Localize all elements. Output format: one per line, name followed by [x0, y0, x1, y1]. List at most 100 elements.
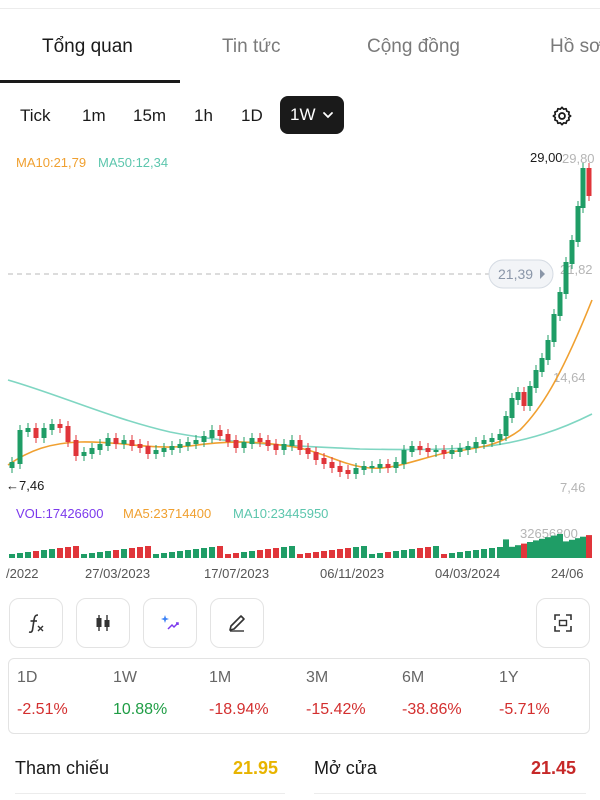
volume-bar — [25, 552, 31, 558]
period-1h[interactable]: 1h — [194, 106, 213, 125]
draw-button[interactable] — [210, 598, 264, 648]
volume-bar — [97, 552, 103, 558]
volume-bar — [137, 547, 143, 558]
volume-bar — [563, 541, 569, 558]
candle-body — [503, 416, 509, 436]
x-tick-4: 04/03/2024 — [435, 566, 500, 581]
volume-bar — [105, 551, 111, 558]
candle-body — [580, 168, 586, 208]
volume-bar — [73, 546, 79, 558]
candle-body — [337, 466, 343, 472]
x-tick-1: 27/03/2023 — [85, 566, 150, 581]
volume-bar — [241, 552, 247, 558]
volume-bar — [297, 554, 303, 558]
candle-body — [409, 446, 415, 452]
perf-3m: 3M -15.42% — [306, 669, 366, 719]
y-tick-top: 29,80 — [562, 151, 595, 166]
candle-body — [249, 438, 255, 444]
candle-body — [329, 462, 335, 468]
candle-body — [169, 446, 175, 450]
volume-bar — [509, 546, 515, 558]
period-selector: Tick 1m 15m 1h 1D 1W — [0, 96, 600, 136]
perf-label: 3M — [306, 669, 329, 686]
period-1w-label: 1W — [290, 105, 316, 124]
candle-body — [551, 314, 557, 342]
perf-label: 1M — [209, 669, 232, 686]
chart-toolbar — [0, 598, 600, 650]
price-chart[interactable]: MA10:21,79 MA50:12,34 29,80 29,00 21,82 … — [0, 140, 600, 585]
candle-body — [393, 462, 399, 468]
info-divider — [314, 793, 586, 794]
perf-label: 6M — [402, 669, 425, 686]
volume-bar — [185, 550, 191, 558]
period-1m[interactable]: 1m — [82, 106, 106, 125]
volume-bar — [313, 552, 319, 558]
volume-bar — [457, 552, 463, 558]
period-1w-dropdown[interactable]: 1W — [280, 96, 344, 134]
volume-bar — [465, 551, 471, 558]
x-tick-3: 06/11/2023 — [320, 566, 384, 581]
candle-body — [569, 240, 575, 264]
fullscreen-icon — [554, 614, 572, 632]
perf-value: -18.94% — [209, 701, 269, 718]
candle-body — [433, 450, 439, 452]
candle-body — [105, 438, 111, 446]
fullscreen-button[interactable] — [536, 598, 590, 648]
perf-label: 1Y — [499, 669, 519, 686]
volume-bar — [225, 554, 231, 558]
chevron-down-icon — [322, 112, 333, 119]
perf-value: -2.51% — [17, 701, 68, 718]
fx-icon — [28, 614, 44, 633]
tab-community[interactable]: Cộng đồng — [367, 36, 460, 57]
candle-body — [533, 370, 539, 388]
vol-ma5-legend: MA5:23714400 — [123, 506, 211, 521]
perf-1y: 1Y -5.71% — [499, 669, 550, 719]
candle-body — [473, 442, 479, 448]
volume-bar — [345, 548, 351, 558]
candle-body — [273, 444, 279, 450]
candle-body — [539, 358, 545, 372]
candle-body — [89, 448, 95, 454]
volume-bar — [249, 551, 255, 558]
volume-bar — [305, 553, 311, 558]
reference-price-label: Tham chiếu — [15, 758, 110, 778]
candle-body — [457, 448, 463, 452]
tab-profile[interactable]: Hồ sơ — [550, 36, 600, 57]
volume-bar — [57, 548, 63, 558]
candle-body — [217, 430, 223, 436]
gear-icon[interactable] — [551, 105, 573, 127]
ai-draw-button[interactable] — [143, 598, 197, 648]
volume-bar — [393, 551, 399, 558]
candle-body — [353, 468, 359, 474]
volume-bar — [273, 548, 279, 558]
candle-body — [33, 428, 39, 438]
candle-body — [305, 448, 311, 454]
volume-bar — [575, 538, 581, 558]
candle-body — [321, 458, 327, 464]
perf-label: 1D — [17, 669, 38, 686]
volume-bar — [586, 535, 592, 558]
indicator-button[interactable] — [9, 598, 63, 648]
chart-type-button[interactable] — [76, 598, 130, 648]
period-15m[interactable]: 15m — [133, 106, 167, 125]
active-tab-indicator — [0, 80, 180, 83]
candle-body — [297, 440, 303, 450]
tab-news[interactable]: Tin tức — [222, 36, 281, 57]
volume-bar — [481, 549, 487, 558]
volume-bar — [503, 539, 509, 558]
top-divider — [0, 8, 600, 9]
candle-body — [361, 466, 367, 470]
candle-body — [225, 434, 231, 442]
period-1d[interactable]: 1D — [241, 106, 263, 125]
volume-bar — [569, 539, 575, 558]
x-tick-0: /2022 — [6, 566, 39, 581]
period-tick[interactable]: Tick — [20, 106, 51, 125]
volume-bar — [539, 538, 545, 558]
volume-bar — [217, 546, 223, 558]
perf-6m: 6M -38.86% — [402, 669, 462, 719]
ma10-legend: MA10:21,79 — [16, 155, 86, 170]
candle-body — [369, 466, 375, 468]
tab-overview[interactable]: Tổng quan — [42, 36, 133, 57]
volume-bar — [201, 548, 207, 558]
y-tick-3: 14,64 — [553, 370, 586, 385]
